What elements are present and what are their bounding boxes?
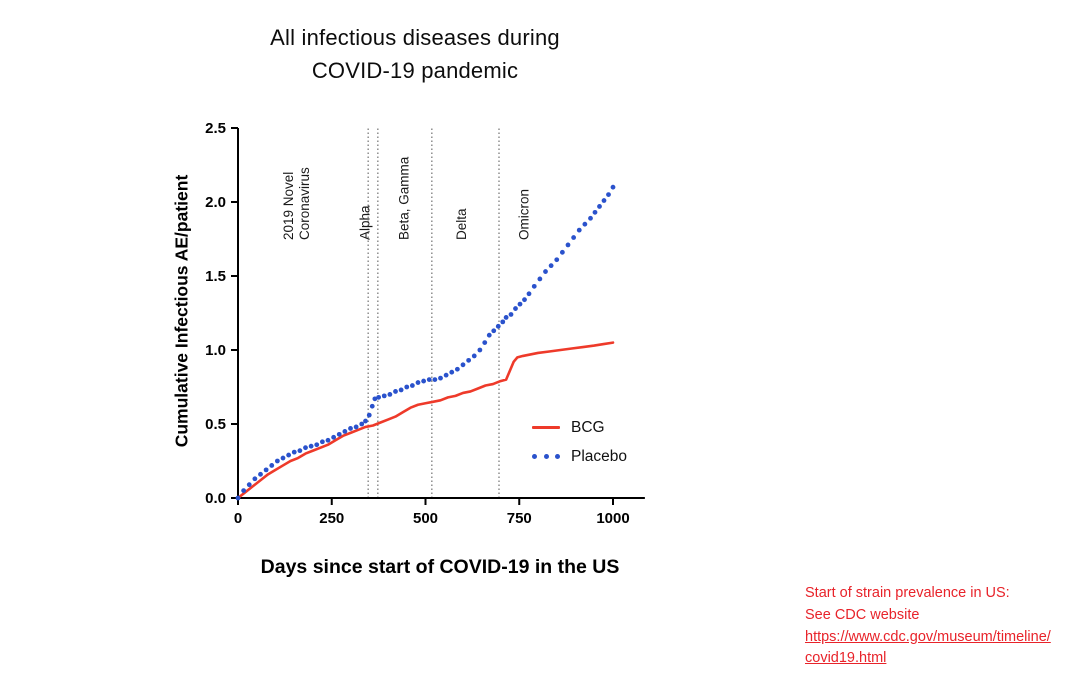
cdc-annotation: Start of strain prevalence in US: See CD… [805, 583, 1053, 670]
annotation-line1: Start of strain prevalence in US: [805, 585, 1010, 601]
svg-text:500: 500 [413, 510, 438, 527]
svg-text:2.0: 2.0 [205, 194, 226, 211]
legend-row-placebo: Placebo [532, 442, 627, 471]
svg-text:250: 250 [319, 510, 344, 527]
legend-label-bcg: BCG [571, 418, 605, 436]
svg-text:0.0: 0.0 [205, 490, 226, 507]
chart-title-line1: All infectious diseases during [270, 25, 560, 50]
legend-row-bcg: BCG [532, 413, 627, 442]
svg-text:Alpha: Alpha [357, 205, 372, 240]
svg-text:2.5: 2.5 [205, 120, 226, 137]
annotation-line2: See CDC website [805, 606, 920, 623]
svg-text:750: 750 [507, 510, 532, 527]
chart-legend: BCG Placebo [532, 413, 627, 471]
svg-text:2019 Novel: 2019 Novel [281, 172, 296, 240]
chart-title-line2: COVID-19 pandemic [311, 57, 519, 83]
x-axis-label: Days since start of COVID-19 in the US [260, 556, 620, 578]
svg-text:Coronavirus: Coronavirus [297, 167, 312, 240]
svg-text:0: 0 [234, 510, 242, 527]
chart-title: All infectious diseases during COVID-19 … [160, 22, 670, 87]
svg-text:0.5: 0.5 [205, 416, 226, 433]
svg-text:1.5: 1.5 [205, 268, 226, 285]
placebo-dots-swatch [532, 454, 560, 459]
svg-text:Omicron: Omicron [517, 189, 532, 240]
cdc-link[interactable]: https://www.cdc.gov/museum/timeline/covi… [805, 628, 1051, 667]
chart-plot: 2019 Novel Coronavirus Alpha Beta, Gamma Del… [205, 120, 645, 527]
svg-text:Delta: Delta [454, 208, 469, 240]
svg-text:Beta, Gamma: Beta, Gamma [397, 156, 412, 240]
legend-label-placebo: Placebo [571, 447, 628, 465]
svg-text:1000: 1000 [596, 510, 629, 527]
svg-text:1.0: 1.0 [205, 342, 226, 359]
bcg-line-swatch [532, 426, 560, 429]
